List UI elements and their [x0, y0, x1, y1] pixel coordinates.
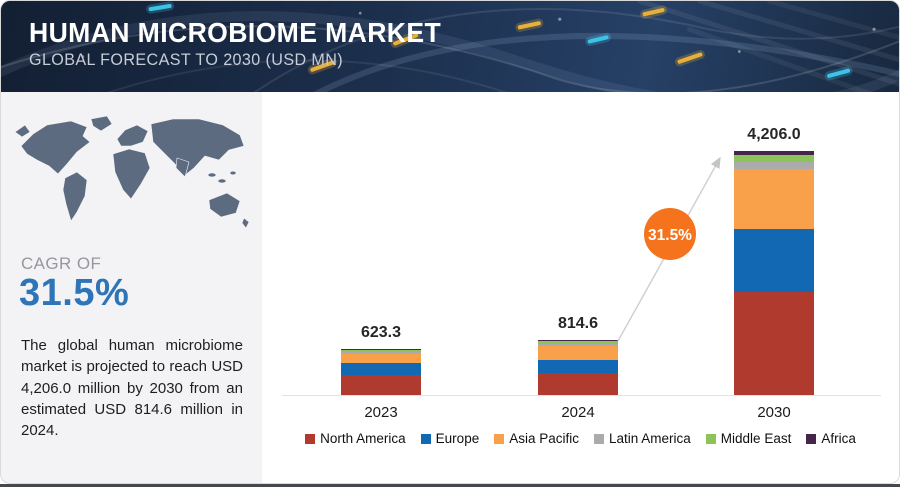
chart-legend: North America Europe Asia Pacific Latin Ame… — [262, 431, 899, 446]
bar-2030-segment-latin-america — [734, 162, 814, 170]
legend-label-asia-pacific: Asia Pacific — [509, 431, 579, 446]
bar-2024-segment-europe — [538, 359, 618, 373]
bar-2030-segment-middle-east — [734, 155, 814, 162]
legend-swatch-europe — [420, 433, 431, 444]
bar-2023-segment-africa — [341, 349, 421, 351]
bar-2023 — [341, 349, 421, 395]
legend-swatch-asia-pacific — [494, 433, 505, 444]
bar-2024-segment-asia-pacific — [538, 346, 618, 360]
legend-label-north-america: North America — [320, 431, 406, 446]
bar-2030-segment-north-america — [734, 291, 814, 395]
chart-area: 623.3 2023 814.6 2024 4,206.0 2030 31.5% Nort… — [262, 92, 899, 483]
total-label-2030: 4,206.0 — [747, 126, 801, 143]
cagr-label: CAGR OF — [21, 254, 102, 273]
legend-item-asia-pacific: Asia Pacific — [494, 431, 579, 446]
world-map-graphic — [14, 115, 250, 229]
bar-2024-segment-north-america — [538, 372, 618, 395]
bar-2023-segment-latin-america — [341, 351, 421, 354]
legend-swatch-latin-america — [594, 433, 604, 444]
network-decoration-graphic — [1, 1, 899, 92]
legend-label-middle-east: Middle East — [720, 431, 792, 446]
world-map-icon — [13, 112, 253, 257]
header-banner: HUMAN MICROBIOME MARKET GLOBAL FORECAST … — [1, 1, 899, 92]
bar-2024-segment-latin-america — [538, 343, 618, 347]
total-label-2024: 814.6 — [557, 315, 599, 332]
bottom-edge-bar — [0, 484, 900, 487]
legend-item-middle-east: Middle East — [705, 431, 792, 446]
bar-2030-segment-africa — [734, 151, 814, 156]
total-label-2023: 623.3 — [360, 324, 402, 341]
summary-sidebar: CAGR OF 31.5% The global human microbiom… — [1, 92, 262, 483]
bar-2023-segment-europe — [341, 362, 421, 376]
bar-2024-segment-middle-east — [538, 341, 618, 344]
legend-item-north-america: North America — [305, 431, 406, 446]
market-summary-text: The global human microbiome market is pr… — [21, 337, 243, 440]
x-tick-2024: 2024 — [561, 404, 595, 421]
x-axis-baseline — [282, 395, 881, 396]
x-tick-2023: 2023 — [364, 404, 398, 421]
page-subtitle: GLOBAL FORECAST TO 2030 (USD MN) — [29, 50, 344, 70]
bar-2030-segment-europe — [734, 229, 814, 292]
cagr-value: 31.5% — [19, 272, 130, 314]
legend-item-africa: Africa — [806, 431, 856, 446]
bar-2024-segment-africa — [538, 340, 618, 342]
bar-2024 — [538, 340, 618, 395]
bar-2023-segment-asia-pacific — [341, 353, 421, 363]
header-text-block: HUMAN MICROBIOME MARKET GLOBAL FORECAST … — [29, 17, 442, 70]
content-body: CAGR OF 31.5% The global human microbiom… — [1, 92, 899, 483]
bar-2023-segment-middle-east — [341, 350, 421, 352]
legend-label-latin-america: Latin America — [609, 431, 691, 446]
legend-item-latin-america: Latin America — [594, 431, 691, 446]
legend-swatch-middle-east — [705, 433, 716, 444]
legend-item-europe: Europe — [420, 431, 480, 446]
page-title: HUMAN MICROBIOME MARKET — [29, 17, 442, 48]
bar-2023-segment-north-america — [341, 375, 421, 395]
legend-swatch-africa — [806, 433, 817, 444]
bar-2030 — [734, 151, 814, 395]
legend-swatch-north-america — [305, 433, 316, 444]
bar-2030-segment-asia-pacific — [734, 169, 814, 230]
x-tick-2030: 2030 — [757, 404, 791, 421]
bar-chart: 623.3 2023 814.6 2024 4,206.0 2030 — [262, 92, 899, 483]
legend-label-europe: Europe — [435, 431, 480, 446]
legend-label-africa: Africa — [821, 431, 856, 446]
